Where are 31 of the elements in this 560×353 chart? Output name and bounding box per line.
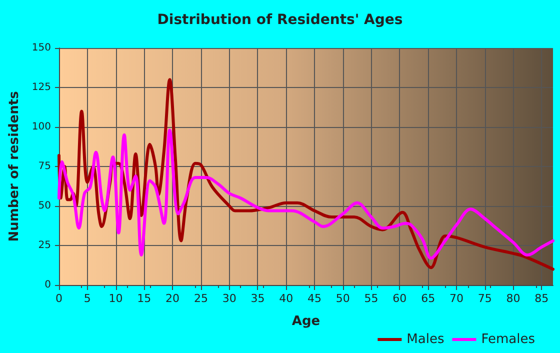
x-tick-label: 25 <box>194 292 208 305</box>
x-tick-label: 20 <box>166 292 180 305</box>
x-tick-label: 70 <box>449 292 464 305</box>
x-tick-label: 45 <box>308 292 322 305</box>
y-tick-label: 0 <box>44 280 51 290</box>
x-tick-label: 30 <box>222 292 236 305</box>
x-tick-label: 65 <box>421 292 436 305</box>
x-tick-label: 5 <box>84 292 91 305</box>
x-tick-label: 50 <box>336 292 350 305</box>
y-tick-label: 125 <box>32 82 51 93</box>
y-tick-label: 100 <box>32 122 51 132</box>
x-tick-label: 55 <box>364 292 378 305</box>
y-tick-label: 150 <box>32 42 51 54</box>
legend-label: Females <box>481 332 536 347</box>
y-tick-label: 50 <box>38 200 51 212</box>
x-tick-label: 0 <box>55 292 62 305</box>
line-series <box>57 128 554 260</box>
y-tick-label: 75 <box>38 161 51 172</box>
x-tick-label: 40 <box>279 292 294 305</box>
x-tick-label: 85 <box>534 292 549 305</box>
x-tick-label: 60 <box>392 292 407 305</box>
legend-label: Males <box>406 332 444 347</box>
x-tick-label: 80 <box>506 292 520 305</box>
y-axis-title: Number of residents <box>7 90 22 242</box>
x-tick-label: 35 <box>250 292 265 305</box>
x-axis-title: Age <box>292 314 320 329</box>
x-tick-label: 10 <box>108 292 123 305</box>
x-tick-label: 15 <box>137 292 152 305</box>
x-tick-label: 75 <box>478 292 492 305</box>
y-tick-label: 25 <box>38 240 51 251</box>
chart-title: Distribution of Residents' Ages <box>157 12 403 28</box>
